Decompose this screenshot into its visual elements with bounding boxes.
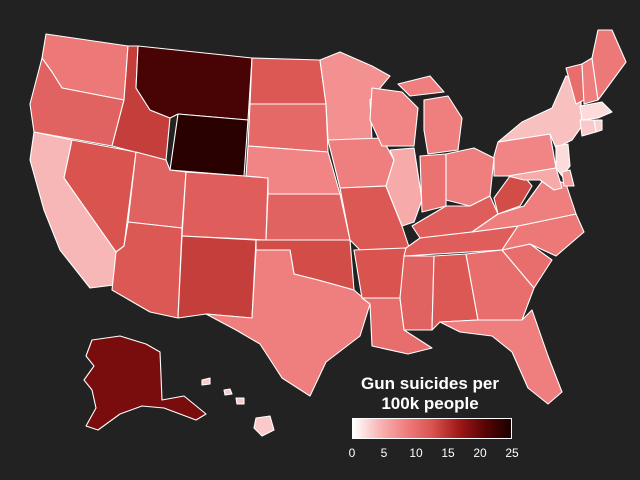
legend-title-line2: 100k people: [381, 394, 479, 413]
states-layer: [29, 29, 627, 437]
state-delaware[interactable]: [561, 169, 575, 187]
state-arkansas[interactable]: [353, 247, 407, 299]
legend-tick: 0: [348, 446, 356, 460]
state-georgia[interactable]: [465, 249, 535, 321]
state-kansas[interactable]: [265, 193, 351, 241]
state-florida[interactable]: [439, 309, 563, 405]
legend-tick: 15: [441, 446, 455, 460]
legend-color-bar: [352, 418, 512, 439]
legend-title: Gun suicides per 100k people: [330, 374, 530, 414]
legend-tick: 25: [505, 446, 519, 460]
state-montana[interactable]: [135, 45, 253, 121]
state-mississippi[interactable]: [399, 255, 435, 331]
state-michigan[interactable]: [397, 75, 463, 155]
state-colorado[interactable]: [181, 171, 269, 241]
state-wisconsin[interactable]: [369, 87, 419, 147]
state-wyoming[interactable]: [169, 113, 249, 177]
legend-tick: 5: [380, 446, 388, 460]
legend-tick: 20: [473, 446, 487, 460]
state-rhode-island[interactable]: [593, 119, 603, 133]
state-maryland[interactable]: [507, 167, 563, 191]
state-illinois[interactable]: [385, 147, 423, 227]
legend-tick: 10: [409, 446, 423, 460]
state-massachusetts[interactable]: [579, 101, 613, 121]
state-new-mexico[interactable]: [177, 235, 257, 319]
state-south-dakota[interactable]: [247, 103, 329, 153]
state-maine[interactable]: [591, 29, 627, 101]
state-indiana[interactable]: [419, 153, 447, 213]
legend-title-line1: Gun suicides per: [361, 374, 499, 393]
state-alaska[interactable]: [83, 335, 207, 431]
state-minnesota[interactable]: [319, 51, 391, 141]
state-hawaii[interactable]: [201, 377, 275, 437]
state-texas[interactable]: [205, 249, 371, 397]
state-north-dakota[interactable]: [249, 57, 327, 105]
state-virginia[interactable]: [471, 175, 577, 233]
state-connecticut[interactable]: [579, 119, 597, 137]
